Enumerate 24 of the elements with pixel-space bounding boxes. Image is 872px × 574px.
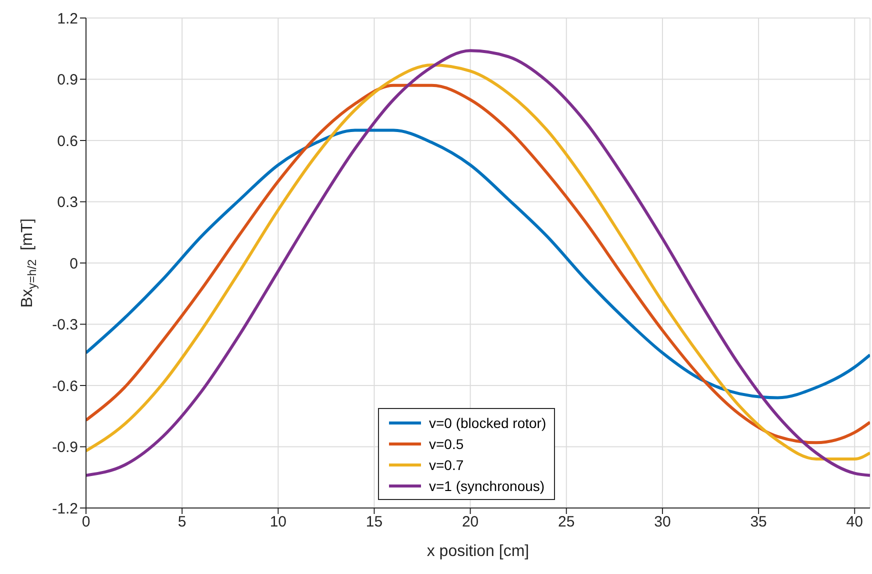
legend-label: v=0 (blocked rotor) bbox=[429, 414, 546, 430]
x-tick-label: 15 bbox=[366, 514, 383, 531]
line-series bbox=[86, 128, 870, 400]
legend-label: v=1 (synchronous) bbox=[429, 478, 545, 494]
legend-label: v=0.5 bbox=[429, 436, 464, 452]
legend-label: v=0.7 bbox=[429, 456, 464, 472]
y-tick-label: -0.3 bbox=[52, 316, 78, 334]
x-axis-title: x position [cm] bbox=[426, 543, 530, 560]
x-tick-label: 5 bbox=[178, 514, 186, 531]
y-tick-label: -0.6 bbox=[52, 378, 78, 395]
x-tick-label: 40 bbox=[846, 514, 863, 531]
y-tick-label: 1.2 bbox=[57, 10, 78, 28]
y-tick-label: -1.2 bbox=[52, 500, 78, 518]
y-tick-label: 0.3 bbox=[57, 194, 78, 212]
y-tick-label: 0 bbox=[70, 255, 78, 272]
x-tick-label: 25 bbox=[558, 514, 575, 531]
y-tick-label: 0.9 bbox=[57, 72, 78, 89]
x-tick-label: 20 bbox=[462, 514, 479, 531]
x-tick-label: 30 bbox=[654, 514, 671, 531]
x-tick-label: 35 bbox=[750, 514, 767, 531]
x-tick-label: 0 bbox=[82, 514, 90, 531]
y-tick-label: 0.6 bbox=[57, 132, 78, 150]
x-tick-label: 10 bbox=[270, 514, 286, 531]
y-tick-label: -0.9 bbox=[52, 439, 78, 456]
